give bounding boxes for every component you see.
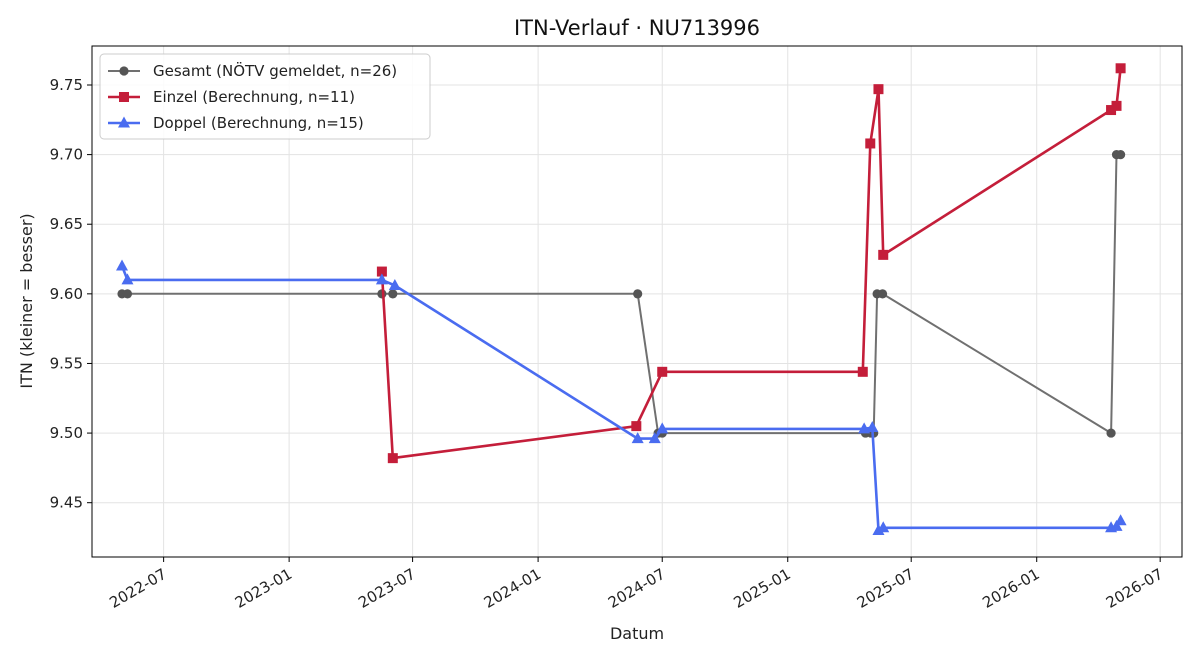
x-axis-label: Datum: [610, 624, 664, 643]
plot-frame: [91, 45, 1183, 558]
series-doppel-point: [656, 422, 669, 434]
series-einzel-point: [873, 84, 884, 95]
series-gesamt-point: [633, 289, 643, 299]
legend-entry-label: Gesamt (NÖTV gemeldet, n=26): [153, 61, 397, 80]
legend-entry-label: Doppel (Berechnung, n=15): [153, 114, 364, 132]
y-tick-label: 9.60: [50, 285, 83, 303]
series-doppel-point: [388, 278, 401, 290]
series-doppel-point: [121, 273, 134, 285]
x-tick-label: 2026-01: [979, 565, 1042, 612]
series-einzel-point: [857, 366, 868, 377]
y-tick-label: 9.50: [50, 424, 83, 442]
series-einzel-point: [657, 366, 668, 377]
series-einzel-point: [376, 266, 387, 277]
series-gesamt-point: [1106, 428, 1116, 438]
series-doppel-point: [116, 259, 129, 271]
series-einzel-point: [878, 249, 889, 260]
axis-ticks: 2022-07 2023-01 2023-07 2024-01 2024-07 2025-…: [50, 76, 1167, 612]
series-layer: [116, 63, 1127, 536]
series-einzel-point: [1111, 100, 1122, 111]
x-tick-label: 2025-07: [854, 565, 917, 612]
legend-frame: [99, 53, 431, 140]
series-einzel-point: [631, 421, 642, 432]
legend-swatch-marker: [119, 92, 129, 102]
legend-swatch-marker: [119, 66, 129, 76]
series-doppel-point: [872, 524, 885, 536]
series-doppel-point: [866, 421, 879, 433]
y-tick-label: 9.45: [50, 494, 83, 512]
y-tick-label: 9.75: [50, 76, 83, 94]
series-gesamt-point: [122, 289, 133, 299]
series-doppel-point: [631, 432, 644, 444]
x-tick-label: 2025-01: [730, 565, 793, 612]
y-tick-label: 9.70: [50, 146, 83, 164]
legend-entry-label: Einzel (Berechnung, n=11): [153, 88, 355, 106]
series-einzel: [376, 63, 1126, 464]
y-axis-label: ITN (kleiner = besser): [17, 213, 36, 388]
series-einzel-point: [865, 138, 876, 149]
x-tick-label: 2022-07: [106, 565, 169, 612]
chart-title: ITN-Verlauf · NU713996: [514, 16, 760, 40]
x-tick-label: 2023-01: [232, 565, 295, 612]
x-tick-label: 2026-07: [1103, 565, 1166, 612]
y-tick-label: 9.55: [50, 354, 83, 372]
series-doppel-point: [1110, 519, 1123, 531]
series-doppel-point: [648, 432, 661, 444]
series-doppel-line: [120, 265, 1122, 532]
series-einzel-point: [1106, 105, 1117, 116]
series-doppel: [116, 259, 1127, 536]
series-einzel-point: [387, 453, 398, 464]
series-doppel-point: [375, 273, 388, 285]
y-tick-label: 9.65: [50, 215, 83, 233]
series-einzel-point: [1115, 63, 1126, 74]
series-doppel-point: [1114, 514, 1127, 526]
x-tick-label: 2023-07: [355, 565, 418, 612]
series-gesamt-point: [1116, 150, 1126, 160]
legend: Gesamt (NÖTV gemeldet, n=26) Einzel (Bere…: [99, 53, 431, 140]
x-tick-label: 2024-01: [481, 565, 544, 612]
series-gesamt-point: [877, 289, 888, 299]
series-einzel-line: [380, 68, 1122, 460]
series-doppel-point: [877, 521, 890, 533]
x-tick-label: 2024-07: [605, 565, 668, 612]
series-gesamt-point: [388, 289, 398, 299]
legend-swatch-marker: [118, 116, 130, 128]
